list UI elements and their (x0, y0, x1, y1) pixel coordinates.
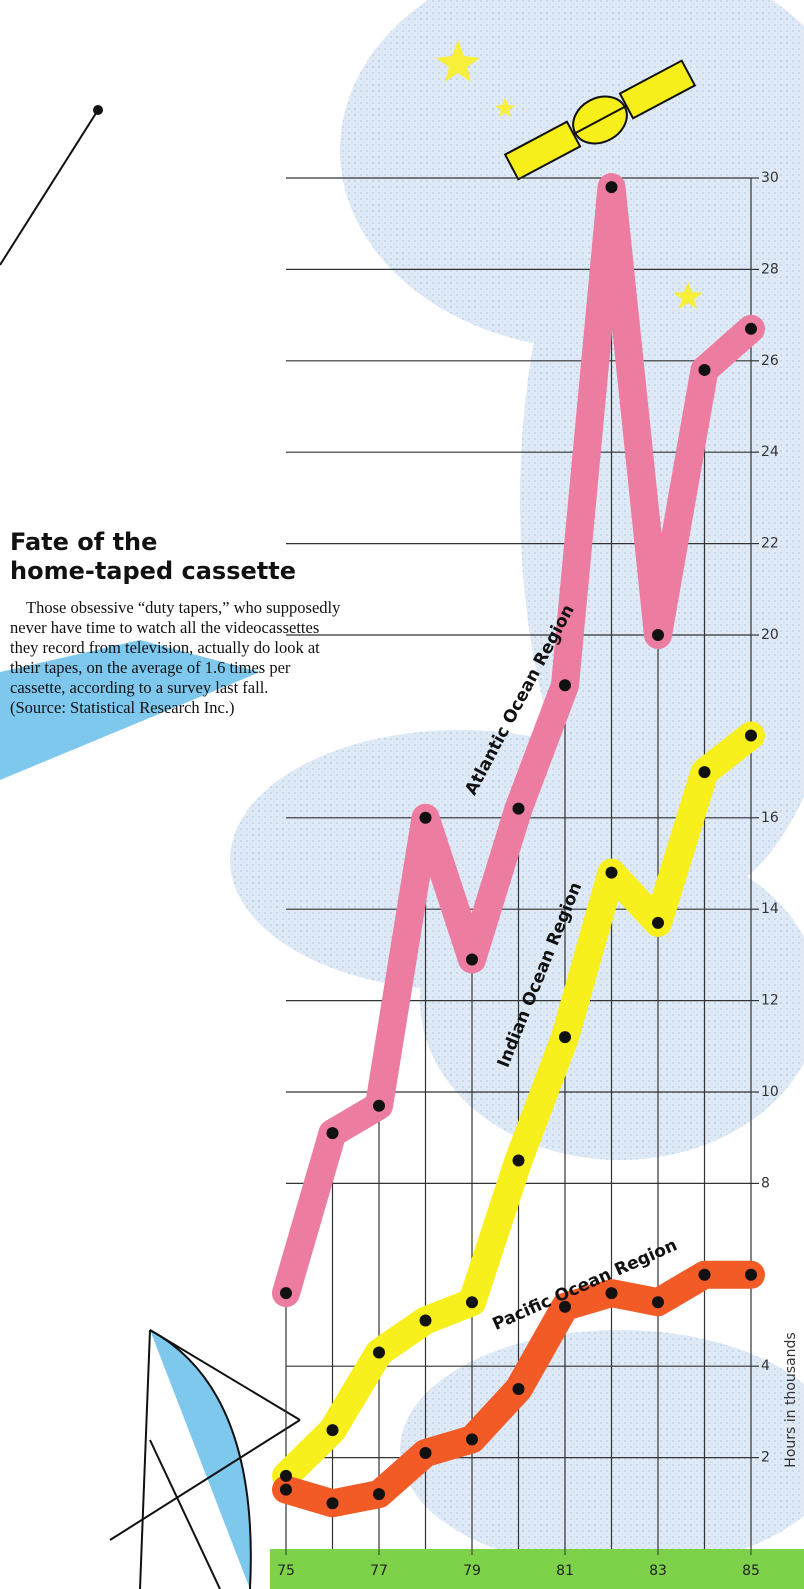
data-point (652, 629, 664, 641)
body-line: (Source: Statistical Research Inc.) (10, 698, 235, 717)
series-group (272, 173, 765, 1518)
data-point (512, 1154, 525, 1167)
body-line: they record from television, actually do… (10, 638, 320, 657)
data-point (326, 1127, 339, 1140)
data-point (373, 1346, 385, 1359)
title: Fate of the home-taped cassette (10, 528, 490, 586)
body-line: never have time to watch all the videoca… (10, 618, 320, 637)
body-line: Those obsessive “duty tapers,” who suppo… (26, 598, 341, 617)
data-point (698, 1268, 711, 1281)
data-point (745, 1268, 757, 1281)
data-point (698, 766, 711, 779)
x-tick-label: 79 (463, 1563, 481, 1579)
data-point (745, 322, 757, 335)
data-point (605, 1287, 618, 1300)
body-text: Those obsessive “duty tapers,” who suppo… (10, 598, 490, 718)
y-tick-label: 2 (761, 1450, 770, 1466)
x-tick-label: 81 (556, 1563, 574, 1579)
data-point (419, 811, 432, 824)
x-tick-label: 85 (742, 1563, 760, 1579)
data-point (512, 1383, 525, 1396)
x-tick-label: 83 (649, 1563, 667, 1579)
y-tick-label: 14 (761, 901, 779, 917)
data-point (280, 1469, 292, 1482)
data-point (652, 916, 664, 929)
data-point (605, 181, 618, 194)
title-line: home-taped cassette (10, 557, 296, 585)
y-tick-label: 24 (761, 444, 779, 460)
data-point (559, 1300, 571, 1313)
data-point (373, 1099, 385, 1112)
body-line: cassette, according to a survey last fal… (10, 678, 269, 697)
data-point (512, 802, 525, 815)
data-point (280, 1287, 292, 1300)
x-tick-label: 75 (277, 1563, 295, 1579)
y-axis-label: Hours in thousands (783, 1332, 799, 1467)
y-tick-label: 16 (761, 810, 779, 826)
data-point (373, 1488, 385, 1501)
story: Fate of the home-taped cassette Those obs… (10, 528, 490, 718)
data-point (559, 679, 571, 692)
data-point (466, 1433, 478, 1446)
y-tick-label: 8 (761, 1175, 770, 1191)
data-point (652, 1296, 664, 1309)
data-point (326, 1424, 339, 1437)
y-tick-label: 28 (761, 261, 779, 277)
y-tick-label: 22 (761, 536, 779, 552)
data-point (745, 729, 757, 742)
x-tick-label: 77 (370, 1563, 388, 1579)
y-tick-label: 20 (761, 627, 779, 643)
title-line: Fate of the (10, 528, 158, 556)
body-line: their tapes, on the average of 1.6 times… (10, 658, 291, 677)
data-point (605, 866, 618, 879)
data-point (698, 363, 711, 376)
y-tick-label: 4 (761, 1358, 770, 1374)
y-tick-label: 30 (761, 170, 779, 186)
data-point (419, 1314, 432, 1327)
data-point (326, 1497, 339, 1510)
data-point (419, 1447, 432, 1460)
y-tick-label: 26 (761, 353, 779, 369)
data-point (466, 953, 478, 966)
y-tick-label: 10 (761, 1084, 779, 1100)
data-point (466, 1296, 478, 1309)
y-tick-label: 12 (761, 993, 779, 1009)
data-point (280, 1483, 292, 1496)
data-point (559, 1031, 571, 1044)
